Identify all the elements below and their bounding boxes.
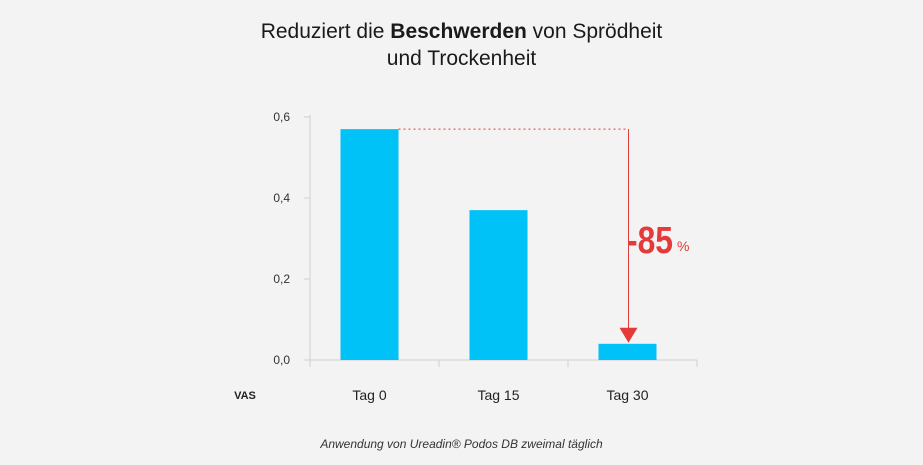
- y-tick-label: 0,4: [273, 191, 290, 205]
- x-tick-label: Tag 30: [606, 387, 648, 403]
- x-tick-label: Tag 15: [477, 387, 519, 403]
- chart-footnote: Anwendung von Ureadin® Podos DB zweimal …: [320, 437, 603, 451]
- chart-title-line1: Reduziert die Beschwerden von Sprödheit: [260, 20, 663, 43]
- y-tick-label: 0,6: [273, 110, 290, 124]
- chart-title: Reduziert die Beschwerden von Sprödheit …: [0, 18, 923, 72]
- y-tick-label: 0,0: [273, 353, 290, 367]
- chart-bars: [340, 129, 657, 360]
- y-axis-label: VAS: [234, 390, 256, 402]
- annotation-arrow-head: [619, 327, 638, 343]
- x-tick-label: Tag 0: [352, 387, 386, 403]
- chart-labels: 0,0 0,2 0,4 0,6 Tag 0 Tag 15 Tag 30 VAS: [234, 110, 649, 403]
- chart-title-line2: und Trockenheit: [386, 47, 537, 70]
- chart-annotation: -85%: [398, 128, 689, 343]
- y-tick-label: 0,2: [273, 272, 290, 286]
- bar: [469, 210, 528, 360]
- bar: [340, 129, 399, 360]
- annotation-value: -85: [627, 220, 673, 262]
- annotation-unit: %: [677, 238, 689, 254]
- bar: [598, 343, 657, 360]
- chart-title-bold: Beschwerden: [390, 20, 527, 43]
